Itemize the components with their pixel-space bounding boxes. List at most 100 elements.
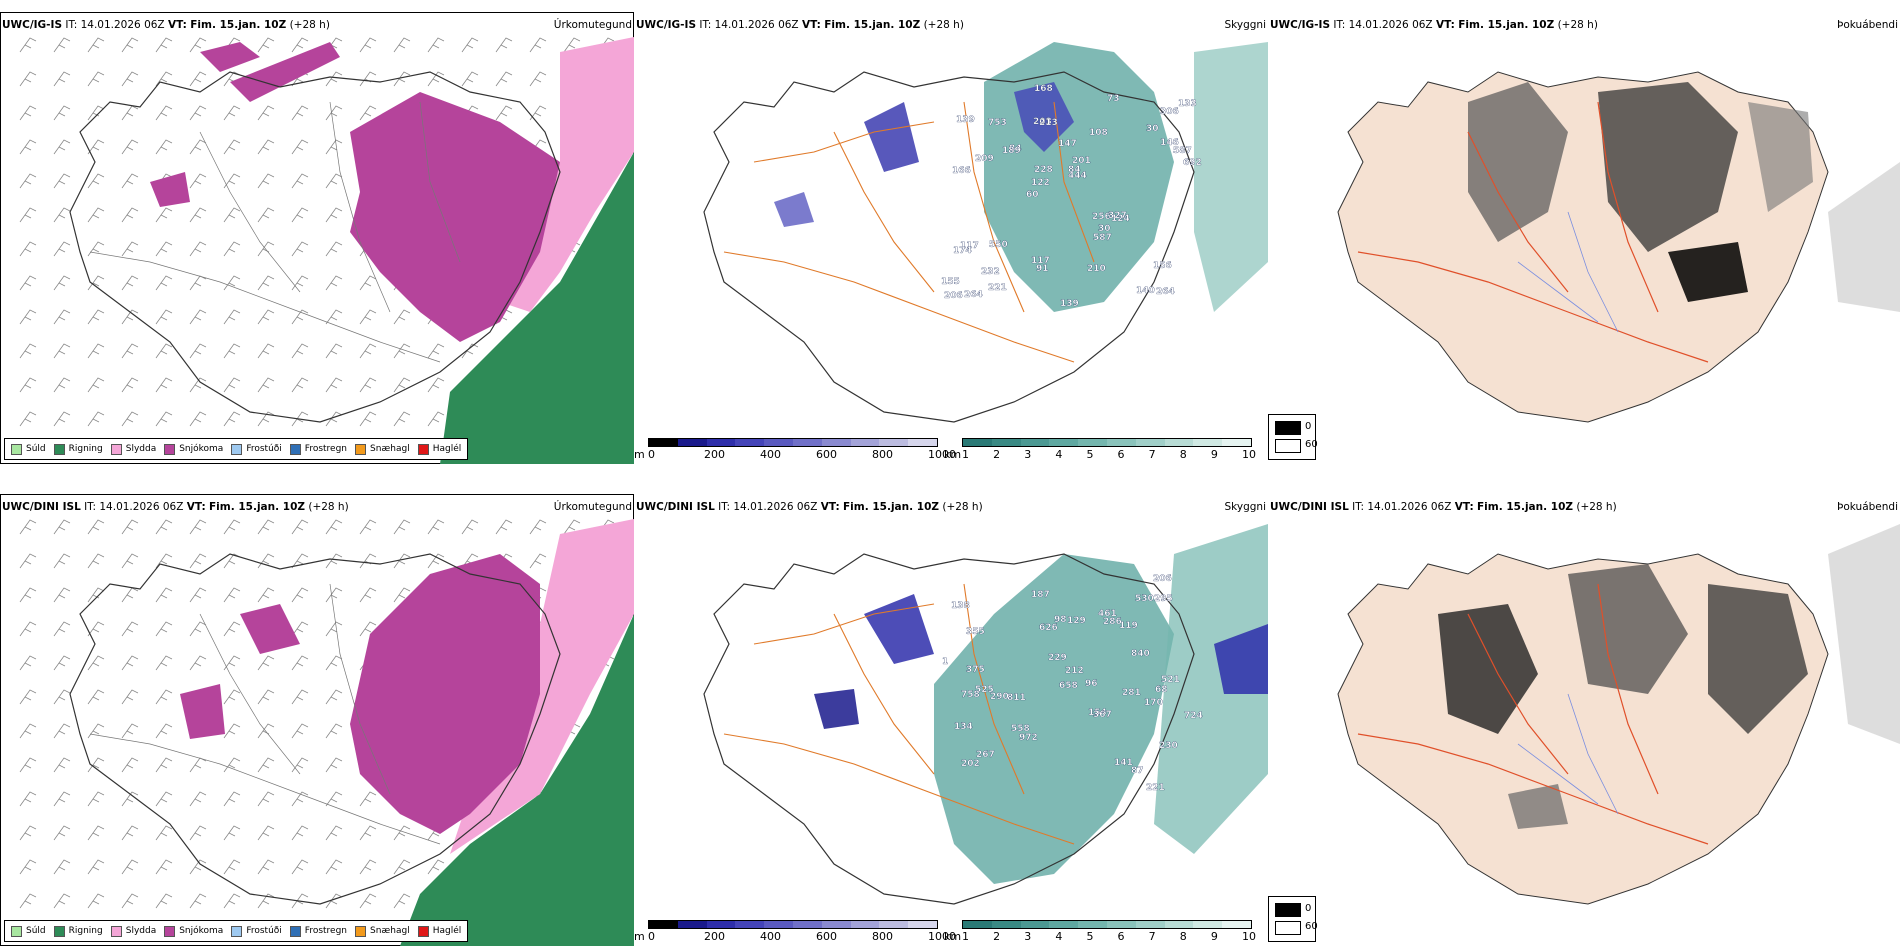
wind-barb: [325, 655, 343, 671]
wind-barb: [359, 411, 377, 427]
wind-barb: [529, 519, 547, 535]
wind-barb: [325, 893, 343, 909]
wind-barb: [155, 689, 173, 705]
wind-barb: [121, 825, 139, 841]
wind-barb: [121, 621, 139, 637]
visibility-value-label: 587: [1173, 146, 1192, 156]
iceland-coast: [69, 553, 561, 905]
it-label: IT:: [718, 501, 731, 513]
legend-swatch: [417, 925, 429, 937]
it-label: IT:: [65, 19, 78, 31]
panel-header: UWC/DINI ISL IT: 14.01.2026 06Z VT: Fim.…: [2, 498, 634, 516]
road-network: [1357, 101, 1709, 363]
visibility-value-label: 972: [1019, 733, 1038, 743]
visibility-m-colorbar: m 0 200 400 600 800 1000: [634, 920, 956, 944]
wind-barb: [155, 139, 173, 155]
wind-barb: [53, 173, 71, 189]
model-source: UWC/IG-IS: [2, 19, 63, 31]
wind-barb: [427, 859, 445, 875]
colorbar-segment: [1164, 439, 1194, 446]
visibility-value-label: 147: [1058, 139, 1077, 149]
legend-swatch: [110, 443, 122, 455]
wind-barb: [121, 377, 139, 393]
visibility-value-label: 206: [1153, 574, 1172, 584]
legend-swatch: [289, 925, 301, 937]
it-label: IT:: [1333, 19, 1346, 31]
fog-swatch-max: [1275, 921, 1301, 935]
colorbar-segment: [879, 439, 909, 446]
vt-label: VT:: [801, 19, 821, 31]
snow-area: [230, 42, 340, 102]
colorbar-tick-label: 3: [1024, 448, 1032, 461]
fog-area: [1468, 82, 1568, 242]
colorbar-segment: [1193, 921, 1223, 928]
colorbar-segment: [1222, 921, 1251, 928]
panel-header: UWC/DINI ISL IT: 14.01.2026 06Z VT: Fim.…: [1270, 498, 1900, 516]
visibility-value-label: 139: [956, 115, 975, 125]
legend-item: Frostúði: [231, 443, 282, 455]
wind-barb: [291, 825, 309, 841]
wind-barb: [291, 275, 309, 291]
wind-barb: [189, 825, 207, 841]
vt-time: Fim. 15.jan. 10Z: [843, 501, 939, 513]
visibility-value-label: 295: [1154, 594, 1173, 604]
wind-barb: [325, 689, 343, 705]
visibility-value-label: 530: [1135, 594, 1154, 604]
legend-item: Haglél: [417, 443, 461, 455]
wind-barb: [155, 343, 173, 359]
wind-barb: [291, 37, 309, 53]
colorbar-segment: [1078, 439, 1107, 446]
wind-barb: [563, 519, 581, 535]
visibility-value-label: 558: [1011, 724, 1030, 734]
colorbar-tick-label: 2: [993, 930, 1001, 943]
colorbar-tick-label: 1: [962, 448, 969, 461]
colorbar-tick-label: 8: [1179, 448, 1187, 461]
wind-barb: [257, 825, 275, 841]
colorbar-segment: [735, 439, 765, 446]
wind-barb: [87, 241, 105, 257]
visibility-value-label: 306: [1160, 107, 1179, 117]
model-source: UWC/IG-IS: [1270, 19, 1331, 31]
wind-barb: [19, 689, 37, 705]
colorbar-tick-label: 2: [993, 448, 1001, 461]
wind-barb: [189, 757, 207, 773]
wind-barb: [359, 275, 377, 291]
vt-label: VT:: [820, 501, 840, 513]
colorbar-segment: [1135, 921, 1165, 928]
visibility-value-label: 840: [1131, 649, 1150, 659]
wind-barb: [427, 37, 445, 53]
wind-barb: [189, 173, 207, 189]
visibility-value-label: 87: [1131, 766, 1144, 776]
wind-barb: [19, 621, 37, 637]
wind-barb: [121, 275, 139, 291]
wind-barb: [19, 411, 37, 427]
wind-barb: [529, 71, 547, 87]
legend-item: Frostúði: [231, 925, 282, 937]
visibility-value-label: 221: [988, 283, 1007, 293]
wind-barb: [291, 241, 309, 257]
wind-barb: [19, 37, 37, 53]
wind-barb: [121, 655, 139, 671]
legend-item: Snæhagl: [355, 925, 410, 937]
colorbar-segment: [963, 921, 992, 928]
wind-barb: [87, 207, 105, 223]
wind-barb: [291, 553, 309, 569]
colorbar-tick-label: 10: [1242, 930, 1256, 943]
wind-barb: [155, 37, 173, 53]
wind-barb: [325, 411, 343, 427]
colorbar-segment: [963, 439, 992, 446]
visibility-value-label: 174: [953, 246, 972, 256]
vt-time: Fim. 15.jan. 10Z: [209, 501, 305, 513]
road-network: [1357, 583, 1709, 845]
wind-barb: [189, 519, 207, 535]
wind-barb: [359, 519, 377, 535]
visibility-value-label: 202: [961, 759, 980, 769]
wind-barb: [87, 519, 105, 535]
legend-item: Snæhagl: [355, 443, 410, 455]
wind-barb: [257, 207, 275, 223]
wind-barb: [19, 105, 37, 121]
wind-barb: [87, 825, 105, 841]
wind-barb: [155, 553, 173, 569]
wind-barb: [325, 343, 343, 359]
wind-barb: [53, 893, 71, 909]
